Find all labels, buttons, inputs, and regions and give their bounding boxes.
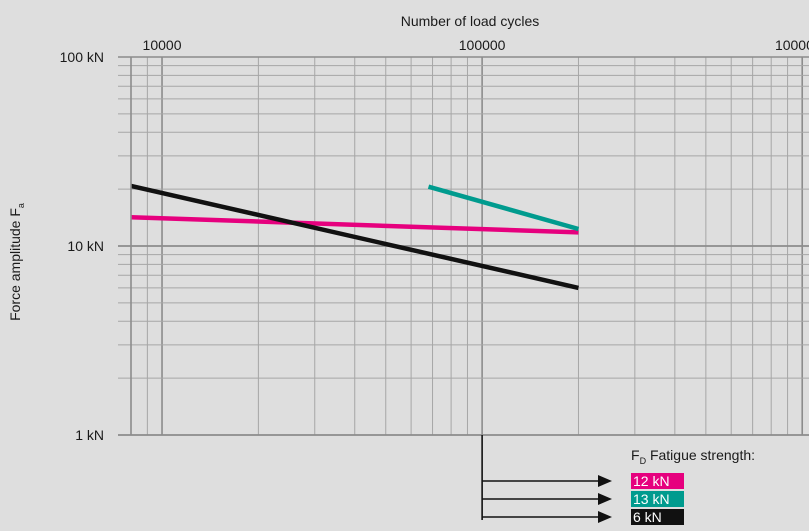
series-line — [427, 184, 580, 232]
legend-title: FD Fatigue strength: — [631, 447, 755, 466]
legend-label: 6 kN — [633, 509, 662, 525]
legend-swatch — [631, 509, 684, 525]
legend-swatch — [631, 473, 684, 489]
y-tick-label: 10 kN — [67, 238, 104, 254]
y-axis-title-text: Force amplitude F — [7, 208, 23, 321]
y-axis-title-subscript: a — [16, 203, 26, 208]
grid — [118, 56, 809, 436]
legend: FD Fatigue strength: 12 kN 13 kN 6 kN — [481, 435, 755, 525]
legend-title-symbol: F — [631, 447, 640, 463]
legend-title-subscript: D — [640, 456, 647, 466]
legend-swatch — [631, 491, 684, 507]
legend-arrow-head — [598, 475, 612, 487]
legend-label: 12 kN — [633, 473, 670, 489]
legend-title-text: Fatigue strength: — [646, 447, 755, 463]
y-tick-label: 1 kN — [75, 427, 104, 443]
series-line — [130, 214, 579, 235]
axes: 10000 100000 1000000 100 kN 10 kN 1 kN Number … — [7, 13, 809, 443]
x-tick-label: 10000 — [143, 37, 182, 53]
y-axis-title: Force amplitude Fa — [7, 203, 26, 321]
legend-arrow-head — [598, 511, 612, 523]
series-line — [130, 183, 579, 291]
x-tick-label: 1000000 — [775, 37, 809, 53]
y-tick-label: 100 kN — [60, 49, 104, 65]
x-axis-title: Number of load cycles — [401, 13, 540, 29]
legend-label: 13 kN — [633, 491, 670, 507]
legend-arrow-head — [598, 493, 612, 505]
x-tick-label: 100000 — [459, 37, 506, 53]
series-lines — [130, 183, 580, 291]
